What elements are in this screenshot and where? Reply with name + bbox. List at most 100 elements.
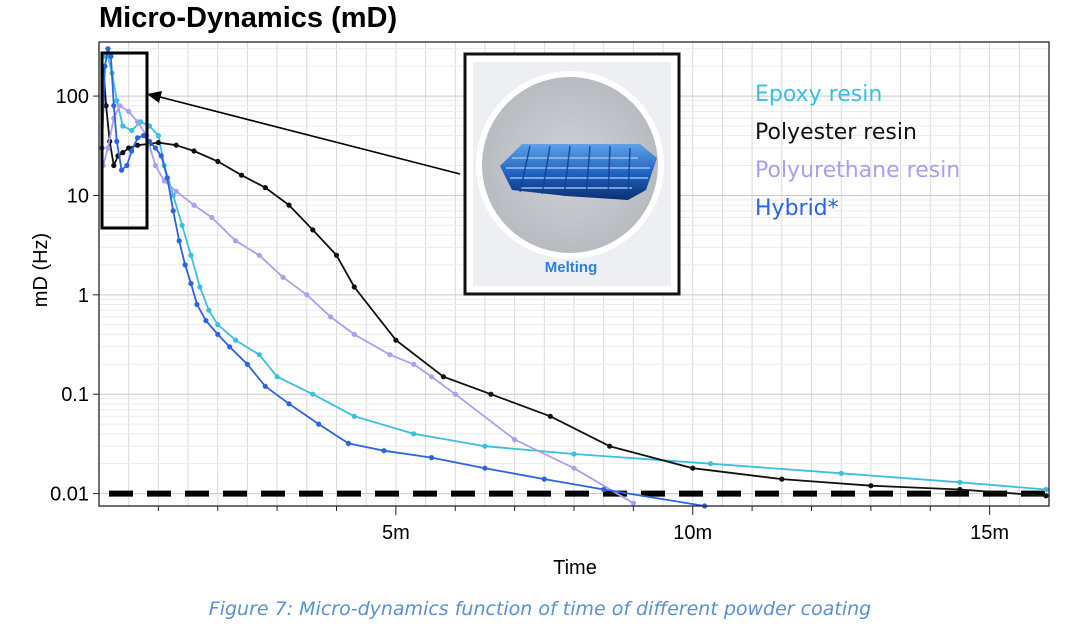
series-point [188, 280, 194, 287]
series-point [571, 465, 577, 471]
series-point [838, 470, 844, 476]
series-point [152, 145, 158, 151]
series-point [381, 448, 387, 454]
series-point [541, 476, 547, 482]
series-point [601, 486, 607, 493]
series-point [233, 337, 239, 343]
legend-entry: Epoxy resin [755, 82, 882, 107]
series-1 [100, 63, 1049, 499]
series-point [114, 98, 120, 104]
legend-entry: Polyester resin [755, 120, 917, 145]
series-point [708, 461, 714, 467]
series-point [173, 188, 179, 194]
series-point [310, 391, 316, 397]
series-point [511, 436, 518, 443]
series-point [351, 413, 357, 419]
x-tick-label: 5m [382, 522, 410, 544]
series-point [411, 361, 417, 367]
series-point [488, 391, 494, 397]
series-point [256, 252, 262, 258]
series-point [428, 455, 435, 461]
chart-title: Micro-Dynamics (mD) [99, 2, 398, 34]
series-point [129, 148, 135, 154]
series-point [957, 486, 963, 493]
inset-image: Melting [463, 52, 681, 296]
series-point [286, 401, 292, 407]
series-point [238, 172, 245, 178]
callout-arrowhead [147, 91, 162, 103]
series-point [256, 352, 262, 358]
callout-arrow-line [159, 96, 461, 175]
y-axis-label: mD (Hz) [30, 233, 52, 307]
series-point [164, 175, 170, 181]
series-point [105, 46, 111, 52]
x-axis-label: Time [553, 557, 597, 579]
series-point [129, 127, 135, 134]
series-point [345, 440, 351, 446]
series-point [452, 391, 458, 397]
series-point [152, 162, 158, 169]
series-point [630, 500, 637, 506]
series-point [440, 374, 446, 380]
series-point [262, 383, 268, 389]
series-3 [99, 46, 708, 509]
series-point [206, 307, 212, 313]
series-point [215, 158, 221, 164]
series-point [304, 292, 310, 298]
series-point [191, 202, 197, 208]
series-point [111, 103, 117, 109]
series-point [262, 185, 268, 191]
series-point [188, 252, 194, 258]
series-point [140, 133, 147, 139]
series-point [482, 465, 488, 471]
series-point [280, 274, 286, 280]
series-point [108, 53, 114, 60]
series-point [957, 479, 963, 485]
series-line [103, 55, 1047, 491]
series-point [170, 208, 176, 214]
series-point [215, 322, 221, 328]
series-point [328, 314, 334, 320]
y-tick-label: 0.01 [50, 484, 89, 506]
x-tick-label: 10m [673, 522, 712, 544]
highlight-box [100, 51, 149, 230]
inset-label: Melting [545, 259, 598, 276]
melting-particle-icon [500, 144, 657, 200]
series-point [387, 352, 393, 358]
y-tick-label: 10 [67, 185, 89, 207]
series-point [1043, 486, 1049, 493]
series-point [244, 361, 250, 367]
series-point [105, 145, 111, 151]
series-point [124, 162, 130, 169]
series-point [135, 119, 141, 125]
series-point [779, 476, 785, 482]
legend-entry: Hybrid* [755, 196, 839, 221]
series-point [126, 108, 132, 115]
series-point [203, 318, 209, 324]
series-line [101, 47, 705, 507]
series-point [227, 344, 233, 350]
series-point [155, 140, 161, 146]
legend: Epoxy resin Polyester resin Polyurethane r… [755, 82, 960, 221]
series-point [194, 301, 200, 308]
series-point [607, 443, 613, 449]
series-point [351, 331, 357, 337]
y-tick-label: 1 [78, 285, 89, 307]
series-point [571, 451, 577, 457]
series-point [197, 284, 203, 290]
series-point [286, 202, 292, 208]
series-point [411, 431, 417, 437]
figure-caption: Figure 7: Micro-dynamics function of tim… [208, 598, 872, 620]
series-point [173, 142, 179, 148]
series-point [274, 374, 280, 380]
series-point [120, 123, 126, 129]
series-point [351, 284, 357, 290]
series-0 [100, 53, 1049, 493]
series-point [176, 238, 182, 244]
series-point [482, 443, 488, 449]
series-point [393, 337, 399, 343]
series-point [1043, 493, 1049, 499]
series-point [102, 63, 108, 69]
series-point [428, 374, 435, 380]
